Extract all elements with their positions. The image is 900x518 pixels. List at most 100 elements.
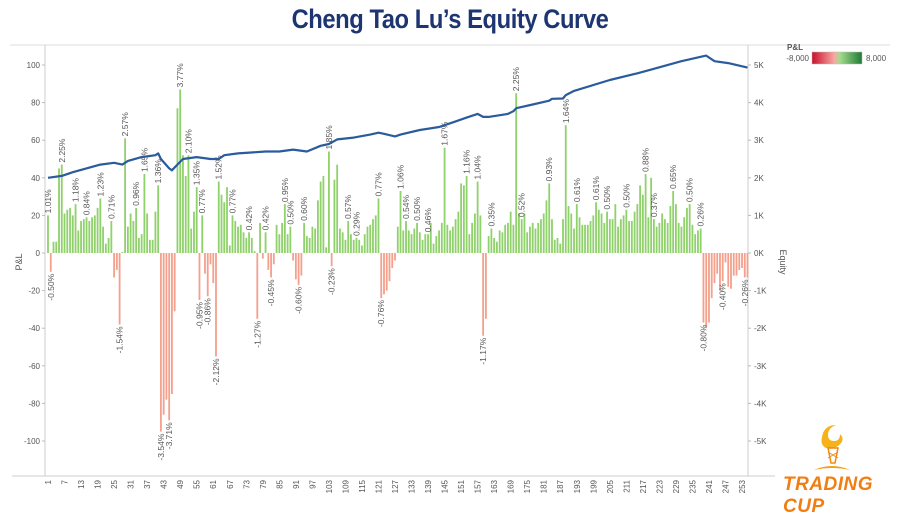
pnl-bar-negative: [261, 253, 264, 259]
y2-tick-label: -3K: [754, 362, 767, 371]
y2-tick-label: -1K: [754, 287, 767, 296]
pnl-bar-positive: [303, 222, 306, 253]
pnl-bar-positive: [319, 181, 322, 253]
pnl-bar-positive: [347, 221, 350, 253]
pnl-bar-positive: [636, 204, 639, 253]
pnl-bar-positive: [129, 213, 132, 253]
pnl-bar-positive: [143, 174, 146, 253]
pnl-bar-positive: [504, 224, 507, 253]
pnl-bar-positive: [151, 239, 154, 253]
x-tick-label: 85: [275, 479, 284, 488]
pnl-bar-positive: [606, 211, 608, 253]
bar-value-label: -0.76%: [376, 300, 386, 327]
pnl-bar-positive: [110, 221, 113, 253]
pnl-bar-positive: [140, 234, 143, 253]
pnl-bar-positive: [91, 217, 93, 253]
pnl-bar-negative: [727, 253, 730, 287]
pnl-bar-positive: [515, 93, 518, 253]
legend-title: P&L: [787, 43, 803, 52]
pnl-bar-positive: [245, 237, 248, 253]
x-tick-label: 175: [523, 479, 532, 493]
pnl-bar-positive: [694, 234, 697, 253]
x-axis-ticks: 1 7 13 19 25 31 37 43 49 55 61 67 73 79 85 91 97 103 109 11…: [44, 479, 747, 493]
pnl-bar-positive: [137, 237, 140, 253]
pnl-bar-negative: [713, 253, 716, 284]
legend-max: 8,000: [866, 54, 887, 63]
x-tick-label: 145: [441, 479, 450, 493]
pnl-bar-positive: [567, 206, 570, 253]
pnl-bar-positive: [179, 89, 182, 253]
pnl-bar-positive: [435, 236, 438, 253]
pnl-bar-positive: [253, 251, 256, 253]
pnl-bar-positive: [286, 234, 289, 253]
pnl-bar-positive: [176, 108, 179, 254]
pnl-bar-positive: [479, 215, 482, 253]
pnl-bar-positive: [559, 243, 562, 253]
pnl-bar-positive: [691, 224, 694, 253]
pnl-bar-positive: [490, 228, 493, 253]
y2-axis-ticks: 5K 4K 3K 2K 1K 0K -1K -2K -3K -4K -5K: [748, 61, 767, 446]
bar-value-label: 0.77%: [197, 189, 207, 214]
y-tick-label: 20: [31, 211, 40, 220]
pnl-bar-positive: [454, 219, 457, 253]
pnl-bar-positive: [217, 181, 220, 253]
pnl-bar-positive: [184, 175, 187, 253]
x-tick-label: 187: [556, 479, 565, 493]
pnl-bar-positive: [80, 221, 82, 253]
pnl-bar-positive: [556, 237, 559, 253]
pnl-bar-positive: [675, 204, 677, 253]
pnl-bars: [47, 89, 749, 432]
pnl-bar-positive: [449, 230, 451, 253]
pnl-bar-positive: [234, 221, 237, 253]
equity-line: [47, 54, 748, 179]
trading-cup-logo-icon: [814, 425, 850, 470]
y-tick-label: -20: [28, 287, 40, 296]
pnl-bar-positive: [47, 215, 49, 253]
pnl-bar-negative: [716, 253, 719, 274]
pnl-bar-positive: [512, 224, 515, 253]
pnl-bar-negative: [388, 253, 391, 282]
x-tick-label: 19: [94, 479, 103, 488]
pnl-bar-positive: [135, 207, 138, 253]
bar-value-label: 0.35%: [486, 202, 496, 227]
x-tick-label: 241: [705, 479, 714, 493]
bar-value-label: -1.54%: [115, 326, 125, 353]
pnl-bar-positive: [201, 215, 204, 253]
pnl-bar-negative: [705, 253, 708, 329]
x-tick-label: 31: [127, 479, 136, 488]
pnl-bar-positive: [440, 222, 443, 253]
pnl-bar-positive: [74, 204, 77, 253]
pnl-bar-positive: [99, 198, 102, 253]
pnl-bar-negative: [724, 253, 727, 263]
pnl-bar-positive: [399, 190, 402, 253]
pnl-bar-positive: [520, 219, 523, 253]
y2-axis-title: Equity: [778, 249, 788, 275]
pnl-bar-negative: [394, 253, 396, 261]
bar-value-label: 0.77%: [228, 189, 238, 214]
y-tick-label: -100: [24, 437, 41, 446]
x-tick-label: 157: [474, 479, 483, 493]
pnl-bar-positive: [595, 202, 597, 253]
pnl-bar-positive: [231, 215, 234, 253]
pnl-bar-positive: [220, 194, 223, 253]
bar-value-label: -1.17%: [478, 337, 488, 364]
y-tick-label: 0: [36, 249, 41, 258]
x-tick-label: 55: [193, 479, 202, 488]
pnl-bar-positive: [187, 155, 190, 253]
pnl-bar-positive: [96, 207, 99, 253]
pnl-bar-positive: [275, 224, 278, 253]
pnl-bar-positive: [575, 204, 578, 253]
pnl-bar-positive: [352, 239, 355, 253]
pnl-bar-positive: [432, 243, 435, 253]
pnl-bar-positive: [666, 222, 669, 253]
pnl-bar-negative: [118, 253, 121, 325]
pnl-bar-negative: [204, 253, 206, 274]
pnl-bar-negative: [294, 253, 297, 280]
y-tick-label: -80: [28, 399, 40, 408]
pnl-bar-negative: [49, 253, 52, 272]
y-axis-title: P&L: [14, 253, 24, 270]
pnl-bar-positive: [71, 215, 74, 253]
pnl-bar-positive: [471, 222, 474, 253]
x-tick-label: 235: [688, 479, 697, 493]
pnl-bar-positive: [650, 177, 653, 253]
